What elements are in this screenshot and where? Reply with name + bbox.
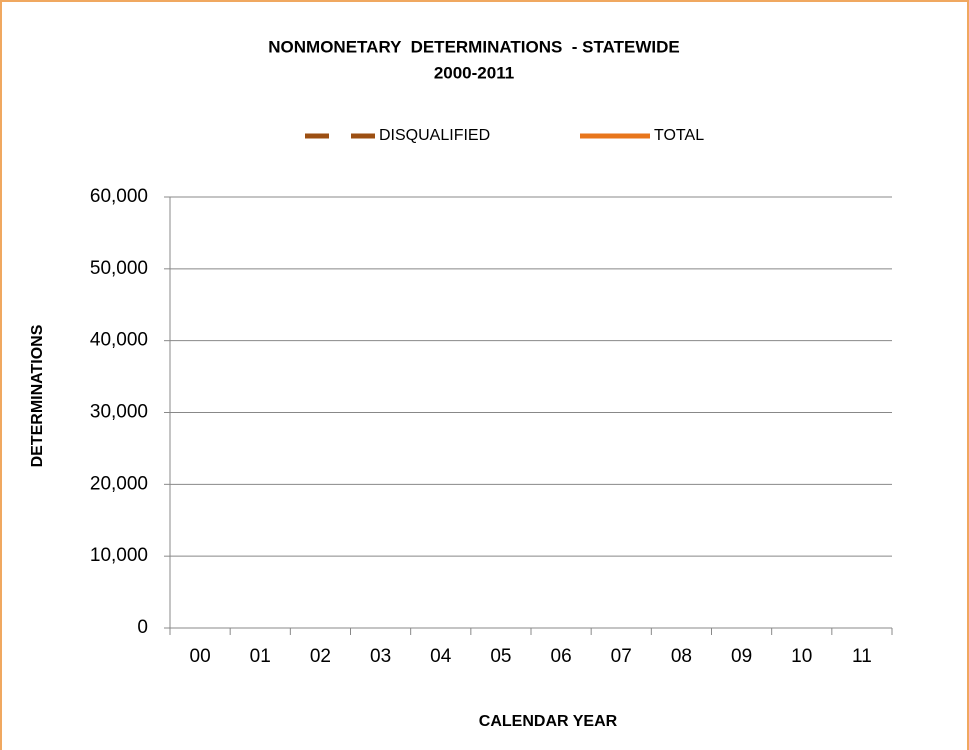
y-tick-label: 60,000 [90, 186, 148, 207]
x-tick-label: 01 [250, 646, 271, 667]
chart-subtitle: 2000-2011 [434, 63, 514, 82]
y-tick-label: 50,000 [90, 258, 148, 279]
legend-label: TOTAL [654, 127, 704, 144]
x-tick-label: 00 [190, 646, 211, 667]
y-tick-label: 0 [137, 617, 148, 638]
x-tick-label: 08 [671, 646, 692, 667]
x-tick-label: 06 [551, 646, 572, 667]
legend-label: DISQUALIFIED [379, 127, 490, 144]
x-axis-label: CALENDAR YEAR [479, 713, 618, 730]
y-tick-label: 30,000 [90, 402, 148, 423]
x-tick-label: 02 [310, 646, 331, 667]
chart-title: NONMONETARY DETERMINATIONS - STATEWIDE [268, 37, 679, 56]
y-axis-label: DETERMINATIONS [29, 324, 46, 467]
x-tick-label: 09 [731, 646, 752, 667]
x-tick-label: 05 [490, 646, 511, 667]
x-tick-label: 03 [370, 646, 391, 667]
y-tick-label: 20,000 [90, 473, 148, 494]
x-tick-label: 07 [611, 646, 632, 667]
y-tick-label: 10,000 [90, 545, 148, 566]
x-tick-label: 11 [852, 646, 872, 667]
x-tick-label: 10 [791, 646, 812, 667]
y-tick-label: 40,000 [90, 330, 148, 351]
x-tick-label: 04 [430, 646, 452, 667]
